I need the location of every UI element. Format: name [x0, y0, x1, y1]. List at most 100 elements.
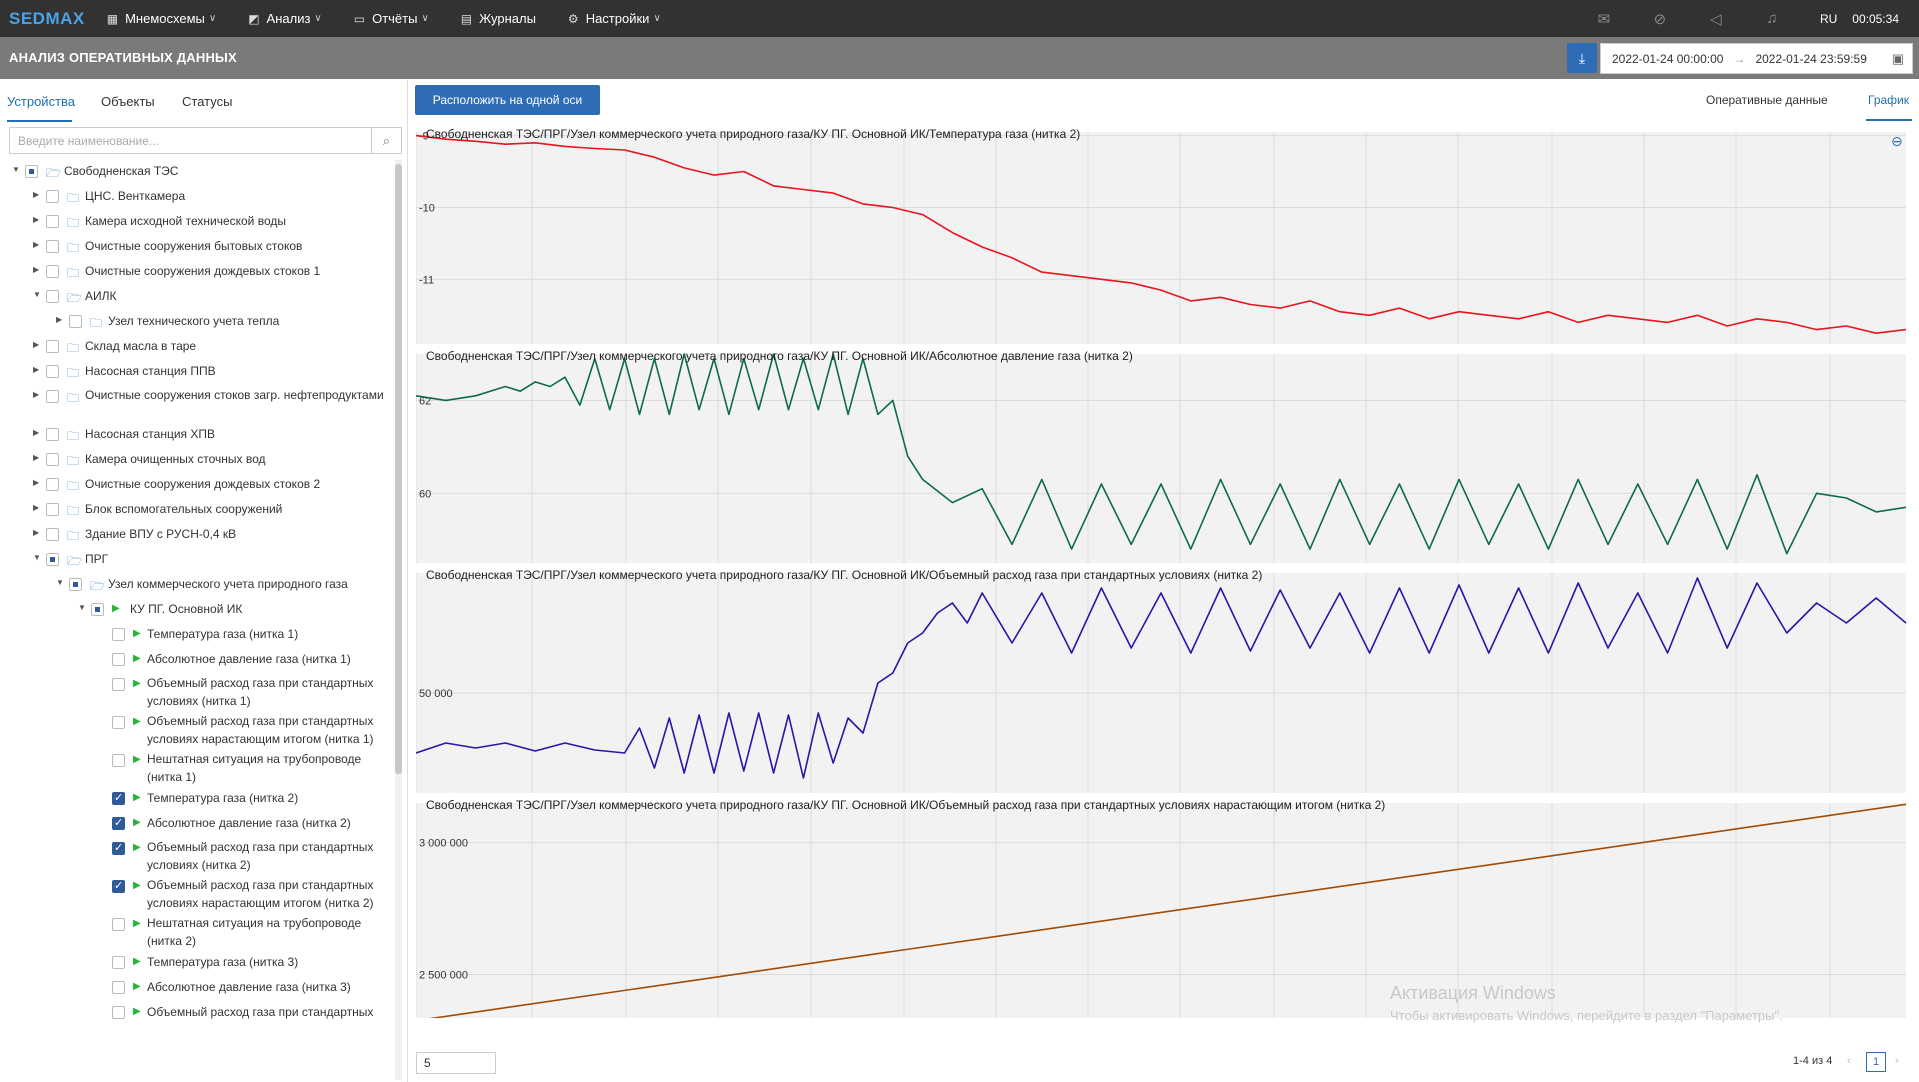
- app-logo[interactable]: SEDMAX: [9, 8, 85, 28]
- menu-mnemoschemes[interactable]: ▦ Мнемосхемы ∨: [107, 11, 216, 26]
- caret-right-icon[interactable]: ▶: [33, 190, 40, 199]
- tree-checkbox[interactable]: [46, 265, 59, 278]
- tree-checkbox[interactable]: [112, 678, 125, 691]
- caret-right-icon[interactable]: ▶: [33, 365, 40, 374]
- menu-analysis[interactable]: ◩ Анализ ∨: [248, 11, 322, 26]
- download-button[interactable]: ⤓: [1567, 43, 1597, 73]
- tree-checkbox[interactable]: [25, 165, 38, 178]
- search-icon[interactable]: ⌕: [371, 128, 401, 153]
- tree-node[interactable]: ▶ 🗀 Насосная станция ХПВ: [0, 426, 394, 451]
- caret-right-icon[interactable]: ▶: [33, 478, 40, 487]
- tree-checkbox[interactable]: [46, 428, 59, 441]
- tree-node[interactable]: ▼ 🗁 ПРГ: [0, 551, 394, 576]
- pager-prev-button[interactable]: ‹: [1847, 1055, 1851, 1067]
- zoom-out-icon[interactable]: ⊖: [1891, 134, 1903, 150]
- tab-operative-data[interactable]: Оперативные данные: [1706, 93, 1828, 107]
- sound-off-icon[interactable]: ◁: [1710, 10, 1722, 28]
- tree-node[interactable]: ▶ Температура газа (нитка 2): [0, 790, 394, 815]
- tree-checkbox[interactable]: [46, 290, 59, 303]
- tree-node[interactable]: ▼ 🗁 Узел коммерческого учета природного га…: [0, 576, 394, 601]
- tree-checkbox[interactable]: [112, 956, 125, 969]
- tree-node[interactable]: ▼ 🗁 Свободненская ТЭС: [0, 163, 394, 188]
- tree-node[interactable]: ▶ Температура газа (нитка 3): [0, 954, 394, 979]
- tree-checkbox[interactable]: [46, 478, 59, 491]
- tree-node[interactable]: ▶ 🗀 Очистные сооружения стоков загр. нефте…: [0, 388, 394, 426]
- tree-node[interactable]: ▶ Нештатная ситуация на трубопроводе (нит…: [0, 916, 394, 954]
- tree-checkbox[interactable]: [112, 841, 125, 855]
- series-line[interactable]: [416, 134, 1907, 334]
- caret-right-icon[interactable]: ▶: [33, 240, 40, 249]
- tree-checkbox[interactable]: [46, 453, 59, 466]
- language-selector[interactable]: RU: [1819, 11, 1838, 26]
- date-from[interactable]: 2022-01-24 00:00:00: [1612, 51, 1724, 66]
- tree-checkbox[interactable]: [46, 240, 59, 253]
- tree-node[interactable]: ▶ 🗀 Очистные сооружения бытовых стоков: [0, 238, 394, 263]
- caret-right-icon[interactable]: ▶: [33, 428, 40, 437]
- tree-checkbox[interactable]: [46, 503, 59, 516]
- tree-node[interactable]: ▶ Объемный расход газа при стандартных ус…: [0, 676, 394, 714]
- tree-checkbox[interactable]: [46, 528, 59, 541]
- tree-node[interactable]: ▶ 🗀 Камера очищенных сточных вод: [0, 451, 394, 476]
- tree-node[interactable]: ▶ Нештатная ситуация на трубопроводе (нит…: [0, 752, 394, 790]
- series-line[interactable]: [416, 803, 1907, 1018]
- tree-node[interactable]: ▶ Абсолютное давление газа (нитка 3): [0, 979, 394, 1004]
- date-range-picker[interactable]: 2022-01-24 00:00:00 → 2022-01-24 23:59:5…: [1600, 43, 1913, 74]
- tree-checkbox[interactable]: [112, 628, 125, 641]
- tree-checkbox[interactable]: [69, 578, 82, 591]
- tree-node[interactable]: ▶ Объемный расход газа при стандартных ус…: [0, 840, 394, 878]
- tree-node[interactable]: ▶ 🗀 Склад масла в таре: [0, 338, 394, 363]
- tab-chart[interactable]: График: [1868, 93, 1909, 107]
- tree-node[interactable]: ▶ Температура газа (нитка 1): [0, 626, 394, 651]
- caret-right-icon[interactable]: ▶: [56, 315, 63, 324]
- tree-checkbox[interactable]: [112, 754, 125, 767]
- caret-down-icon[interactable]: ▼: [56, 578, 64, 587]
- menu-journals[interactable]: ▤ Журналы: [461, 11, 536, 26]
- tree-node[interactable]: ▶ 🗀 ЦНС. Венткамера: [0, 188, 394, 213]
- tree-node[interactable]: ▶ 🗀 Блок вспомогательных сооружений: [0, 501, 394, 526]
- tree-checkbox[interactable]: [112, 879, 125, 893]
- tree-checkbox[interactable]: [112, 653, 125, 666]
- caret-right-icon[interactable]: ▶: [33, 340, 40, 349]
- tree-checkbox[interactable]: [112, 716, 125, 729]
- caret-right-icon[interactable]: ▶: [33, 528, 40, 537]
- caret-right-icon[interactable]: ▶: [33, 453, 40, 462]
- tree-checkbox[interactable]: [46, 190, 59, 203]
- pager-next-button[interactable]: ›: [1895, 1055, 1899, 1067]
- tree-node[interactable]: ▼ 🗁 АИЛК: [0, 288, 394, 313]
- series-line[interactable]: [416, 577, 1907, 779]
- tree-checkbox[interactable]: [46, 215, 59, 228]
- series-line[interactable]: [416, 353, 1907, 555]
- mail-icon[interactable]: ✉: [1597, 10, 1611, 28]
- caret-down-icon[interactable]: ▼: [78, 603, 86, 612]
- tree-node[interactable]: ▶ Объемный расход газа при стандартных: [0, 1004, 394, 1029]
- tree-node[interactable]: ▶ 🗀 Насосная станция ППВ: [0, 363, 394, 388]
- caret-right-icon[interactable]: ▶: [33, 390, 40, 399]
- single-axis-button[interactable]: Расположить на одной оси: [415, 85, 600, 115]
- pager-current-page[interactable]: 1: [1866, 1052, 1886, 1072]
- tree-node[interactable]: ▶ Абсолютное давление газа (нитка 1): [0, 651, 394, 676]
- tree-node[interactable]: ▼ ▶ КУ ПГ. Основной ИК: [0, 601, 394, 626]
- tree-checkbox[interactable]: [69, 315, 82, 328]
- tree-checkbox[interactable]: [46, 553, 59, 566]
- date-to[interactable]: 2022-01-24 23:59:59: [1755, 51, 1867, 66]
- caret-down-icon[interactable]: ▼: [33, 553, 41, 562]
- tree-node[interactable]: ▶ Объемный расход газа при стандартных ус…: [0, 714, 394, 752]
- tree-node[interactable]: ▶ 🗀 Очистные сооружения дождевых стоков 1: [0, 263, 394, 288]
- caret-down-icon[interactable]: ▼: [12, 165, 20, 174]
- menu-settings[interactable]: ⚙ Настройки ∨: [568, 11, 661, 26]
- bell-icon[interactable]: ♫: [1766, 10, 1778, 27]
- tree-scrollbar-thumb[interactable]: [395, 164, 402, 774]
- tree-checkbox[interactable]: [91, 603, 104, 616]
- tree-checkbox[interactable]: [112, 816, 125, 830]
- tree-node[interactable]: ▶ 🗀 Здание ВПУ с РУСН-0,4 кВ: [0, 526, 394, 551]
- tab-devices[interactable]: Устройства: [7, 94, 76, 109]
- eye-off-icon[interactable]: ⊘: [1653, 10, 1667, 28]
- menu-reports[interactable]: ▭ Отчёты ∨: [354, 11, 429, 26]
- caret-right-icon[interactable]: ▶: [33, 265, 40, 274]
- caret-right-icon[interactable]: ▶: [33, 215, 40, 224]
- tree-node[interactable]: ▶ Абсолютное давление газа (нитка 2): [0, 815, 394, 840]
- search-input[interactable]: [10, 128, 371, 153]
- tree-checkbox[interactable]: [46, 390, 59, 403]
- tree-node[interactable]: ▶ 🗀 Очистные сооружения дождевых стоков 2: [0, 476, 394, 501]
